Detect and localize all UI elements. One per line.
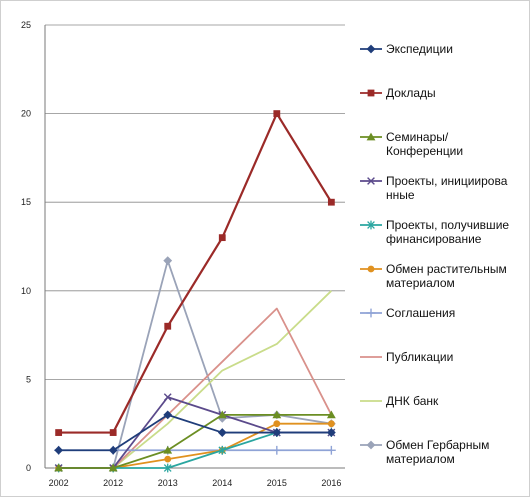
legend-label: Публикации <box>386 350 453 364</box>
series-1 <box>55 110 335 436</box>
series-line <box>58 112 333 434</box>
legend-label-line: Соглашения <box>386 306 455 320</box>
data-point <box>273 420 281 428</box>
data-point <box>163 256 173 266</box>
legend-label-line: Конференции <box>386 144 463 158</box>
legend-label-line: Обмен растительным <box>386 262 507 276</box>
legend-entry: Публикации <box>360 350 453 364</box>
legend-entry: Экспедиции <box>360 42 453 56</box>
y-tick-label: 15 <box>21 197 31 207</box>
series-0 <box>54 410 336 455</box>
x-tick-label: 2013 <box>158 478 178 488</box>
data-point <box>218 234 226 242</box>
data-point <box>273 110 281 117</box>
legend-label: Проекты, получившие финансирование <box>386 218 509 246</box>
y-tick-label: 25 <box>21 20 31 30</box>
series-line <box>58 422 332 469</box>
data-point <box>54 445 64 455</box>
data-point <box>163 463 172 473</box>
data-point <box>366 44 376 54</box>
y-tick-label: 5 <box>26 374 31 384</box>
series-line <box>58 413 332 452</box>
data-point <box>327 420 335 428</box>
x-tick-label: 2002 <box>49 478 69 488</box>
legend-label-line: Проекты, получившие <box>386 218 509 232</box>
legend-entry: ДНК банк <box>360 394 439 408</box>
data-point <box>272 428 282 437</box>
data-point <box>108 463 118 472</box>
legend-label-line: финансирование <box>386 232 482 246</box>
y-tick-label: 0 <box>26 463 31 473</box>
data-point <box>326 445 336 455</box>
data-point <box>163 393 172 402</box>
legend-label-line: материалом <box>386 276 455 290</box>
data-point <box>217 428 227 437</box>
series-9 <box>54 256 336 473</box>
marker-stroke <box>163 393 172 402</box>
series-line <box>58 413 332 469</box>
data-point <box>217 410 227 419</box>
legend-label-line: Обмен Гербарным <box>386 438 489 452</box>
legend-label: Обмен растительным материалом <box>386 262 507 290</box>
data-point <box>272 445 282 455</box>
data-point <box>366 132 376 141</box>
legend-label-line: ДНК банк <box>386 394 439 408</box>
x-tick-label: 2015 <box>267 478 287 488</box>
legend-label-line: Публикации <box>386 350 453 364</box>
data-point <box>272 410 282 419</box>
x-tick-label: 2014 <box>212 478 232 488</box>
data-point <box>163 410 173 420</box>
data-point <box>326 428 336 437</box>
legend-label: Экспедиции <box>386 42 453 56</box>
legend-label: Проекты, инициирова нные <box>386 174 508 202</box>
legend-label: Обмен Гербарным материалом <box>386 438 489 466</box>
data-point <box>367 265 375 273</box>
data-point <box>326 410 336 419</box>
legend-label-line: Проекты, инициирова <box>386 174 508 188</box>
legend-label: Семинары/Конференции <box>386 130 463 158</box>
legend-entry: Семинары/Конференции <box>360 130 463 158</box>
legend-entry: Доклады <box>360 86 436 100</box>
data-point <box>164 322 172 330</box>
legend-entry: Проекты, получившие финансирование <box>360 218 509 246</box>
data-point <box>163 445 173 454</box>
x-tick-label: 2012 <box>103 478 123 488</box>
series-line <box>58 259 332 469</box>
legend-label-line: Экспедиции <box>386 42 453 56</box>
legend-label: Соглашения <box>386 306 455 320</box>
data-point <box>367 89 375 97</box>
data-point <box>108 445 118 455</box>
series-7 <box>58 307 333 469</box>
legend-entry: Обмен Гербарным материалом <box>360 438 489 466</box>
marker-stroke <box>367 177 375 185</box>
legend-entry: Проекты, инициирова нные <box>360 174 508 202</box>
legend-label-line: нные <box>386 188 415 202</box>
data-point <box>109 429 117 436</box>
legend-label-line: материалом <box>386 452 455 466</box>
legend-entry: Соглашения <box>360 306 455 320</box>
legend-label-line: Семинары/ <box>386 130 449 144</box>
x-tick-label: 2016 <box>321 478 341 488</box>
legend-label-line: Доклады <box>386 86 436 100</box>
series-5 <box>55 420 335 472</box>
data-point <box>218 445 227 455</box>
data-point <box>366 308 376 318</box>
y-tick-label: 20 <box>21 109 31 119</box>
data-point <box>367 220 375 230</box>
data-point <box>164 455 172 463</box>
series-line <box>58 307 333 469</box>
data-point <box>55 429 63 436</box>
data-point <box>327 198 335 206</box>
legend-label: ДНК банк <box>386 394 439 408</box>
data-point <box>54 463 64 472</box>
legend-label: Доклады <box>386 86 436 100</box>
legend-entry: Обмен растительным материалом <box>360 262 507 290</box>
series-2 <box>54 410 336 472</box>
data-point <box>367 177 375 185</box>
y-tick-label: 10 <box>21 286 31 296</box>
data-point <box>366 440 376 450</box>
